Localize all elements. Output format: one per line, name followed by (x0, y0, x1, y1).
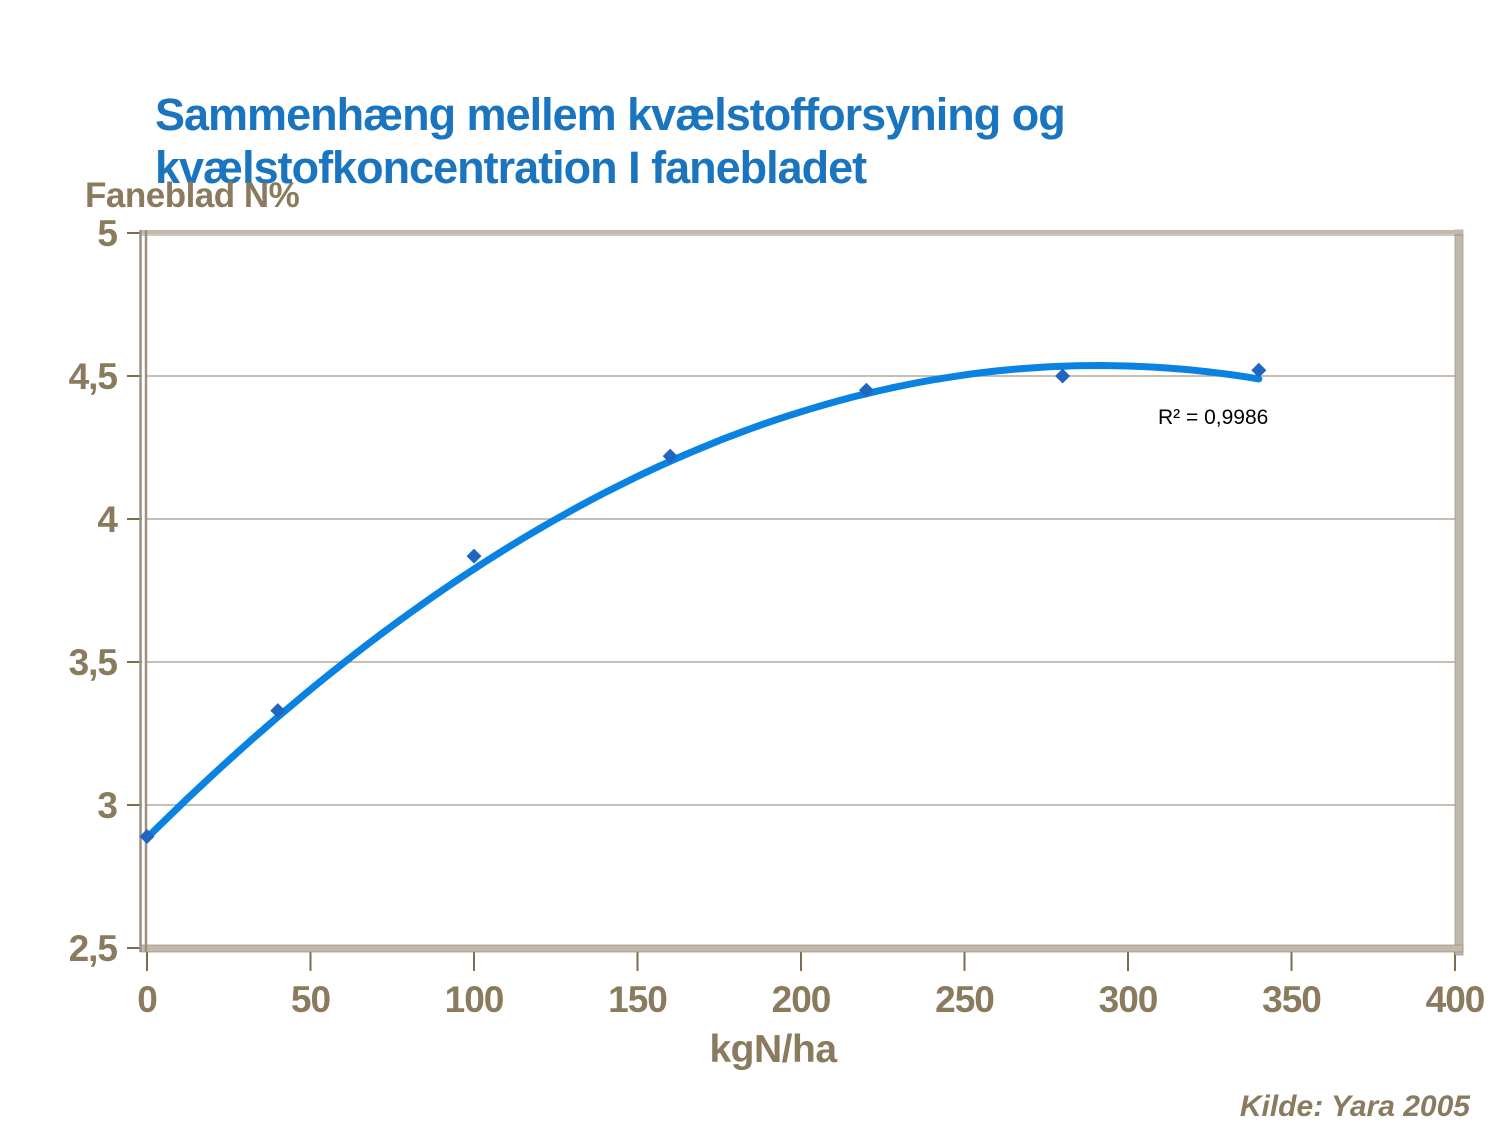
x-tick-label: 350 (1262, 979, 1321, 1020)
x-tick-label: 100 (445, 979, 504, 1020)
trend-curve (143, 362, 1263, 842)
data-point-marker (858, 382, 874, 398)
y-tick-label: 4,5 (69, 356, 118, 397)
plot-frame-right (1454, 229, 1464, 956)
data-point-marker (1251, 362, 1267, 378)
x-tick-label: 50 (291, 979, 331, 1020)
x-tick-label: 300 (1099, 979, 1158, 1020)
data-point-marker (662, 448, 678, 464)
slide-title-line-2: kvælstofkoncentration I fanebladet (155, 142, 867, 194)
plot-frame-bottom (140, 944, 1464, 953)
x-tick-label: 400 (1426, 979, 1485, 1020)
data-point-marker (1055, 368, 1071, 384)
r-squared-annotation: R² = 0,9986 (1158, 406, 1269, 429)
x-tick-label: 200 (772, 979, 831, 1020)
y-tick-label: 5 (97, 213, 117, 254)
slide-title: Sammenhæng mellem kvælstofforsyning og k… (155, 88, 1305, 194)
source-caption: Kilde: Yara 2005 (1239, 1090, 1470, 1123)
y-tick-label: 2,5 (69, 928, 118, 969)
data-point-marker (466, 548, 482, 564)
x-axis-title: kgN/ha (709, 1028, 837, 1071)
x-tick-label: 150 (608, 979, 667, 1020)
y-tick-label: 4 (97, 499, 118, 540)
plot-frame-top (141, 230, 1463, 234)
y-tick-label: 3 (97, 785, 117, 826)
x-tick-label: 250 (935, 979, 994, 1020)
data-point-marker (139, 828, 155, 844)
x-tick-label: 0 (137, 979, 157, 1020)
y-tick-label: 3,5 (69, 642, 118, 683)
data-point-marker (270, 703, 286, 719)
y-axis-title: Faneblad N% (85, 176, 300, 215)
slide-title-line-1: Sammenhæng mellem kvælstofforsyning og (155, 89, 1066, 141)
